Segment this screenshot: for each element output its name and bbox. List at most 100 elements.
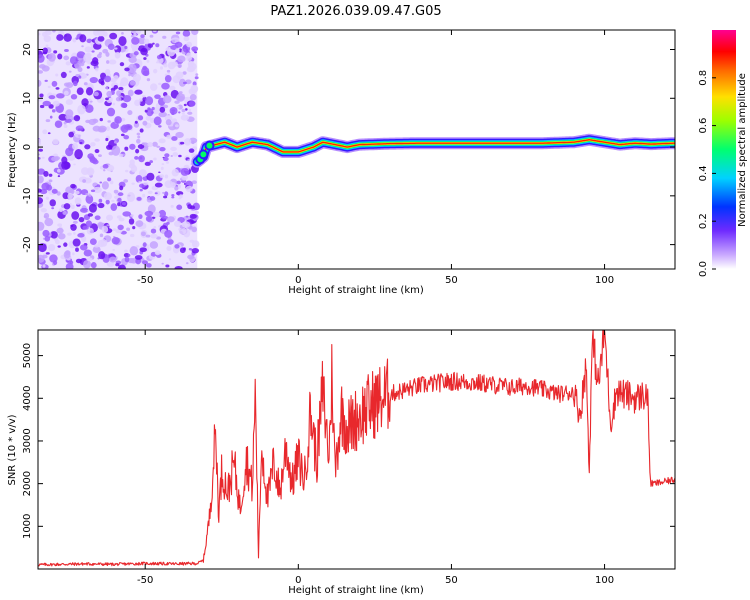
noise-blob: [153, 157, 157, 161]
noise-blob: [102, 163, 109, 169]
noise-blob: [159, 66, 164, 70]
noise-blob: [121, 202, 126, 206]
noise-blob: [59, 208, 63, 213]
noise-blob: [93, 30, 100, 36]
noise-blob: [87, 213, 94, 217]
noise-blob: [56, 168, 61, 173]
noise-blob: [194, 211, 200, 214]
noise-blob: [166, 216, 175, 223]
noise-blob: [98, 78, 105, 84]
y-tick-label: 4000: [22, 386, 33, 411]
noise-blob: [131, 36, 140, 45]
spectrogram-x-axis-label: Height of straight line (km): [288, 285, 424, 296]
noise-blob: [114, 51, 121, 59]
noise-blob: [57, 233, 66, 240]
noise-blob: [105, 199, 110, 205]
noise-blob: [189, 239, 195, 243]
noise-blob: [127, 253, 131, 257]
colorbar-tick-label: 0.8: [698, 70, 709, 86]
noise-blob: [79, 73, 88, 79]
noise-blob: [127, 110, 133, 116]
noise-blob: [45, 252, 50, 255]
ridge-transition-blob: [198, 149, 209, 160]
noise-blob: [118, 36, 127, 46]
noise-blob: [51, 80, 58, 87]
noise-blob: [57, 245, 61, 248]
colorbar-gradient: [712, 30, 736, 269]
noise-blob: [97, 222, 104, 227]
noise-blob: [97, 239, 105, 248]
noise-blob: [79, 244, 88, 251]
noise-blob: [124, 124, 133, 131]
noise-blob: [80, 207, 89, 213]
noise-blob: [135, 220, 144, 227]
snr-x-axis-label: Height of straight line (km): [288, 585, 424, 596]
noise-blob: [104, 75, 112, 83]
noise-blob: [69, 56, 79, 65]
noise-blob: [174, 265, 183, 269]
noise-blob: [145, 234, 151, 238]
noise-blob: [139, 247, 147, 253]
noise-blob: [158, 138, 166, 144]
noise-blob: [159, 106, 166, 113]
noise-blob: [171, 61, 178, 67]
noise-blob: [181, 174, 188, 181]
noise-blob: [112, 102, 116, 106]
noise-blob: [117, 197, 122, 203]
noise-blob: [44, 79, 48, 82]
noise-blob: [39, 104, 45, 109]
noise-blob: [47, 132, 51, 135]
noise-blob: [186, 66, 195, 73]
noise-blob: [38, 168, 45, 175]
noise-blob: [133, 51, 139, 56]
noise-blob: [115, 263, 120, 267]
colorbar-tick-label: 0.4: [698, 165, 709, 181]
noise-blob: [49, 115, 53, 119]
noise-blob: [65, 262, 74, 269]
noise-blob: [142, 70, 150, 77]
spectrogram-signal-ridge: [191, 133, 675, 168]
noise-blob: [185, 215, 189, 218]
noise-blob: [158, 171, 161, 174]
noise-blob: [61, 161, 70, 170]
noise-blob: [89, 230, 94, 234]
noise-blob: [183, 36, 190, 42]
noise-blob: [124, 146, 129, 151]
noise-blob: [154, 250, 161, 256]
snr-series-line: [38, 330, 675, 567]
noise-blob: [89, 238, 97, 245]
noise-blob: [119, 185, 124, 191]
noise-blob: [126, 192, 136, 202]
noise-blob: [42, 51, 48, 55]
noise-blob: [77, 104, 86, 115]
noise-blob: [128, 56, 137, 63]
noise-blob: [152, 42, 155, 45]
spectrogram-frame: [37, 29, 676, 270]
noise-blob: [38, 197, 44, 205]
noise-blob: [51, 188, 58, 194]
noise-blob: [40, 208, 47, 213]
noise-blob: [56, 93, 65, 99]
noise-blob: [136, 138, 141, 144]
noise-blob: [111, 199, 115, 203]
noise-blob: [166, 161, 169, 164]
x-tick-label: 0: [295, 575, 301, 586]
noise-blob: [99, 233, 104, 238]
noise-blob: [74, 190, 80, 195]
noise-blob: [169, 107, 178, 115]
noise-blob: [155, 61, 159, 64]
noise-blob: [85, 87, 94, 96]
noise-blob: [109, 180, 114, 185]
noise-blob: [70, 204, 75, 210]
noise-blob: [113, 195, 117, 199]
noise-blob: [172, 152, 179, 157]
noise-blob: [119, 62, 125, 67]
noise-blob: [139, 188, 143, 192]
noise-blob: [74, 149, 83, 160]
noise-blob: [98, 52, 102, 56]
noise-blob: [76, 87, 84, 96]
noise-blob: [77, 67, 83, 73]
noise-blob: [38, 243, 47, 253]
noise-blob: [115, 96, 122, 102]
noise-blob: [181, 108, 186, 113]
